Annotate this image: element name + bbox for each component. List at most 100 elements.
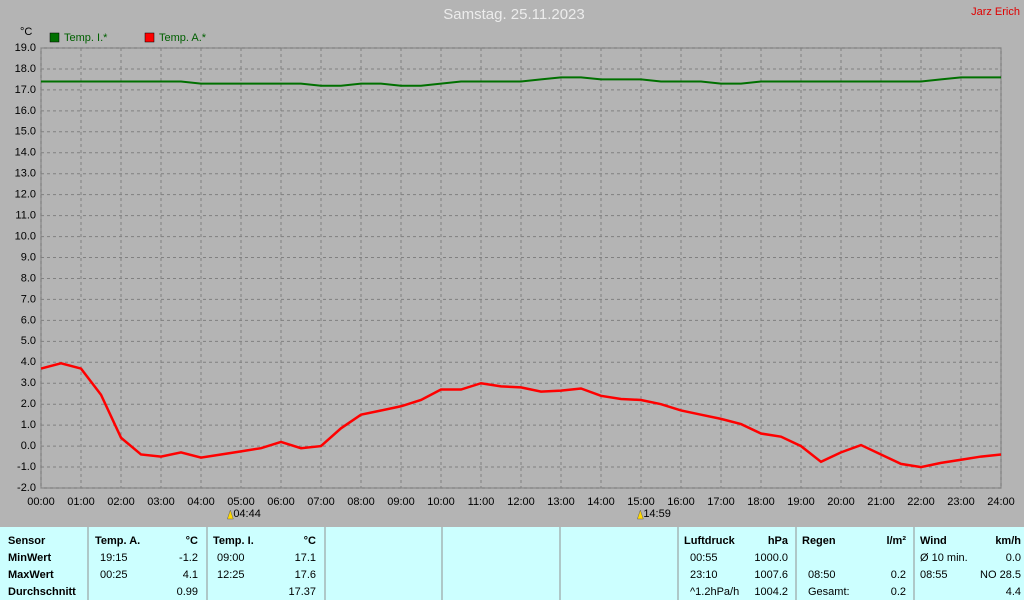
x-tick-label: 21:00	[867, 496, 895, 508]
table-cell: 0.2	[891, 569, 906, 581]
y-tick-label: 1.0	[21, 419, 36, 431]
x-tick-label: 02:00	[107, 496, 135, 508]
table-header: Temp. A.	[95, 535, 140, 547]
y-tick-label: 5.0	[21, 335, 36, 347]
annotation: 14:59	[643, 508, 671, 520]
x-tick-label: 14:00	[587, 496, 615, 508]
table-cell: 19:15	[100, 552, 128, 564]
table-header: l/m²	[886, 535, 906, 547]
table-header: Sensor	[8, 535, 46, 547]
x-tick-label: 11:00	[468, 496, 495, 508]
table-cell: 0.2	[891, 586, 906, 598]
y-tick-label: 6.0	[21, 314, 36, 326]
y-tick-label: 13.0	[15, 168, 36, 180]
table-cell: Gesamt:	[808, 586, 850, 598]
y-tick-label: 9.0	[21, 251, 36, 263]
table-cell: NO 28.5	[980, 569, 1021, 581]
table-header: km/h	[995, 535, 1021, 547]
stats-panel	[0, 527, 1024, 600]
table-cell: 09:00	[217, 552, 245, 564]
table-cell: -1.2	[179, 552, 198, 564]
y-tick-label: 12.0	[15, 189, 36, 201]
table-cell: 17.37	[288, 586, 316, 598]
table-cell: 1007.6	[754, 569, 788, 581]
x-tick-label: 05:00	[227, 496, 255, 508]
table-cell: Durchschnitt	[8, 586, 76, 598]
sun-marker	[636, 509, 644, 520]
legend-label: Temp. A.*	[159, 32, 207, 44]
y-tick-label: 16.0	[15, 105, 36, 117]
y-tick-label: 11.0	[15, 210, 36, 222]
x-tick-label: 18:00	[747, 496, 775, 508]
table-cell: ^1.2hPa/h	[690, 586, 739, 598]
table-header: Luftdruck	[684, 535, 736, 547]
y-tick-label: 10.0	[15, 230, 36, 242]
x-tick-label: 20:00	[827, 496, 855, 508]
x-tick-label: 01:00	[67, 496, 95, 508]
chart-title: Samstag. 25.11.2023	[443, 6, 585, 23]
series-line	[41, 76, 1001, 87]
table-cell: 23:10	[690, 569, 718, 581]
x-tick-label: 09:00	[387, 496, 415, 508]
y-tick-label: 19.0	[15, 42, 36, 54]
table-cell: 08:50	[808, 569, 836, 581]
x-tick-label: 08:00	[347, 496, 375, 508]
legend-swatch	[49, 32, 60, 43]
table-header: °C	[304, 535, 316, 547]
table-header: Regen	[802, 535, 836, 547]
x-tick-label: 03:00	[147, 496, 175, 508]
y-tick-label: 3.0	[21, 377, 36, 389]
table-cell: 4.4	[1006, 586, 1021, 598]
x-tick-label: 24:00	[987, 496, 1015, 508]
y-tick-label: -2.0	[17, 482, 36, 494]
y-tick-label: 18.0	[15, 63, 36, 75]
x-tick-label: 16:00	[667, 496, 695, 508]
table-cell: 1004.2	[754, 586, 788, 598]
table-cell: Ø 10 min.	[920, 552, 968, 564]
table-header: hPa	[768, 535, 789, 547]
table-header: Wind	[920, 535, 947, 547]
table-cell: MinWert	[8, 552, 52, 564]
y-tick-label: 8.0	[21, 272, 36, 284]
y-tick-label: -1.0	[17, 461, 36, 473]
y-axis-label: °C	[20, 26, 32, 38]
author: Jarz Erich	[971, 6, 1020, 18]
table-cell: 08:55	[920, 569, 948, 581]
x-tick-label: 22:00	[907, 496, 935, 508]
legend-label: Temp. I.*	[64, 32, 108, 44]
series-line	[40, 362, 1002, 469]
table-cell: 00:55	[690, 552, 718, 564]
table-cell: 17.6	[295, 569, 316, 581]
table-cell: MaxWert	[8, 569, 54, 581]
table-cell: 1000.0	[754, 552, 788, 564]
x-tick-label: 06:00	[267, 496, 295, 508]
y-tick-label: 14.0	[15, 147, 36, 159]
legend-swatch	[144, 32, 155, 43]
x-tick-label: 13:00	[547, 496, 575, 508]
y-tick-label: 15.0	[15, 126, 36, 138]
y-tick-label: 2.0	[21, 398, 36, 410]
y-tick-label: 4.0	[21, 356, 36, 368]
x-tick-label: 23:00	[947, 496, 975, 508]
y-tick-label: 7.0	[21, 293, 36, 305]
table-cell: 12:25	[217, 569, 245, 581]
sun-marker	[226, 509, 234, 520]
x-tick-label: 17:00	[707, 496, 735, 508]
x-tick-label: 12:00	[507, 496, 535, 508]
x-tick-label: 19:00	[787, 496, 815, 508]
table-cell: 0.99	[177, 586, 198, 598]
annotation: 04:44	[233, 508, 261, 520]
y-tick-label: 17.0	[15, 84, 36, 96]
table-cell: 00:25	[100, 569, 128, 581]
x-tick-label: 10:00	[427, 496, 455, 508]
x-tick-label: 00:00	[27, 496, 55, 508]
table-cell: 0.0	[1006, 552, 1021, 564]
table-cell: 17.1	[295, 552, 316, 564]
x-tick-label: 15:00	[627, 496, 655, 508]
y-tick-label: 0.0	[21, 440, 36, 452]
x-tick-label: 04:00	[187, 496, 215, 508]
table-cell: 4.1	[183, 569, 198, 581]
x-tick-label: 07:00	[307, 496, 335, 508]
